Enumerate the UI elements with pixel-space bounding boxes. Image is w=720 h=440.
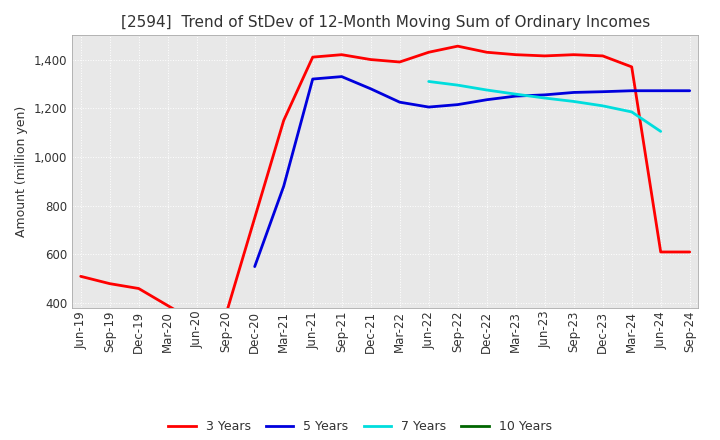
7 Years [570,99,578,104]
5 Years [251,264,259,269]
3 Years [541,53,549,59]
Line: 3 Years: 3 Years [81,46,690,323]
7 Years [541,95,549,101]
3 Years [338,52,346,57]
Line: 5 Years: 5 Years [255,77,690,267]
5 Years [395,99,404,105]
5 Years [482,97,491,103]
7 Years [511,92,520,97]
3 Years [454,44,462,49]
7 Years [482,88,491,93]
3 Years [366,57,375,62]
Line: 7 Years: 7 Years [428,81,661,132]
7 Years [424,79,433,84]
3 Years [221,313,230,318]
3 Years [192,320,201,325]
5 Years [454,102,462,107]
5 Years [424,104,433,110]
3 Years [76,274,85,279]
3 Years [685,249,694,255]
3 Years [105,281,114,286]
3 Years [163,303,172,308]
7 Years [657,129,665,134]
3 Years [424,50,433,55]
5 Years [308,77,317,82]
3 Years [627,64,636,70]
Legend: 3 Years, 5 Years, 7 Years, 10 Years: 3 Years, 5 Years, 7 Years, 10 Years [163,415,557,438]
3 Years [511,52,520,57]
7 Years [627,109,636,114]
5 Years [657,88,665,93]
Title: [2594]  Trend of StDev of 12-Month Moving Sum of Ordinary Incomes: [2594] Trend of StDev of 12-Month Moving… [120,15,650,30]
5 Years [366,86,375,92]
3 Years [251,215,259,220]
5 Years [511,93,520,99]
7 Years [598,103,607,109]
3 Years [482,50,491,55]
5 Years [279,183,288,189]
3 Years [598,53,607,59]
3 Years [657,249,665,255]
Y-axis label: Amount (million yen): Amount (million yen) [15,106,28,237]
5 Years [541,92,549,98]
5 Years [338,74,346,79]
3 Years [135,286,143,291]
5 Years [570,90,578,95]
5 Years [598,89,607,94]
7 Years [454,82,462,88]
3 Years [279,118,288,123]
3 Years [570,52,578,57]
5 Years [685,88,694,93]
3 Years [308,55,317,60]
3 Years [395,59,404,65]
5 Years [627,88,636,93]
